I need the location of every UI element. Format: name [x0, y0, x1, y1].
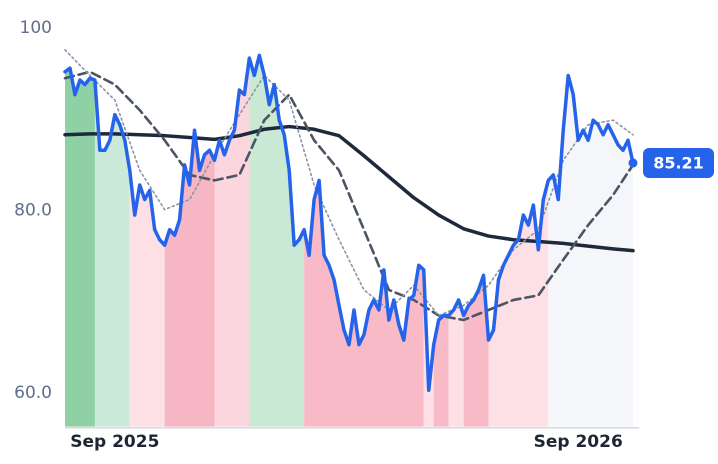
last-value-label: 85.21: [653, 153, 704, 172]
band: [249, 55, 305, 427]
series-line: [63, 53, 635, 393]
band: [448, 55, 464, 427]
band: [214, 55, 250, 427]
band: [129, 55, 165, 427]
last-point: [628, 158, 638, 168]
y-tick-label: 80.0: [14, 201, 52, 221]
last-value-pill: [643, 147, 714, 178]
band: [463, 55, 489, 427]
series-line: [63, 70, 635, 322]
y-tick-label: 60.0: [14, 383, 52, 403]
band: [548, 55, 633, 427]
band: [94, 55, 130, 427]
band: [164, 55, 215, 427]
plot: 100 80.0 60.0 Sep 2025 Sep 2026 85.21: [14, 18, 714, 452]
x-tick-label: Sep 2026: [534, 432, 623, 452]
bands: [65, 55, 633, 427]
band: [65, 55, 95, 427]
x-tick-label: Sep 2025: [70, 432, 159, 452]
band: [488, 55, 549, 427]
y-tick-label: 100: [20, 18, 52, 38]
